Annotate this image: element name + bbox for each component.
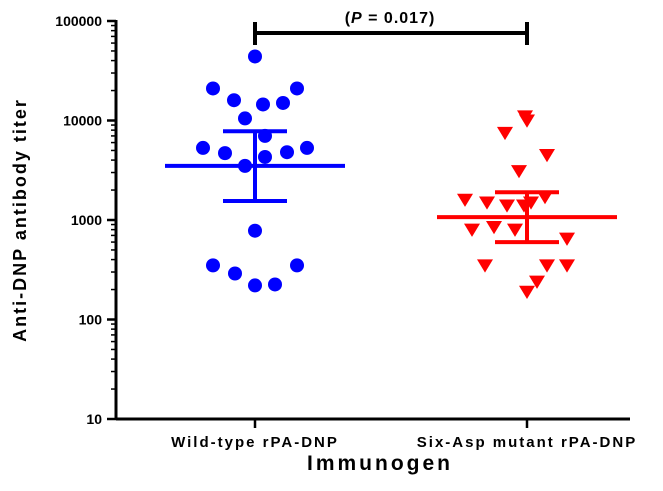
- error-bars: [165, 129, 617, 245]
- data-point: [539, 149, 555, 163]
- data-point: [486, 221, 502, 235]
- data-point: [519, 285, 535, 299]
- data-point: [539, 259, 555, 273]
- data-point: [497, 126, 513, 141]
- data-point: [228, 266, 242, 281]
- data-point: [227, 93, 241, 108]
- data-point: [256, 97, 270, 112]
- data-point: [276, 95, 290, 110]
- data-point: [238, 111, 252, 126]
- y-tick-label: 1000: [71, 212, 102, 228]
- data-point: [280, 145, 294, 160]
- data-point: [457, 193, 473, 207]
- data-point: [529, 275, 545, 289]
- data-point: [248, 223, 262, 238]
- y-tick-label: 100000: [55, 13, 102, 29]
- y-axis-title: Anti-DNP antibody titer: [10, 98, 30, 342]
- data-point: [290, 258, 304, 273]
- x-tick-label: Wild-type rPA-DNP: [171, 434, 339, 451]
- data-point: [258, 149, 272, 164]
- y-ticks: 10 100 1000 10000 100000: [55, 13, 116, 427]
- data-point: [300, 140, 314, 155]
- significance-annotation: (P = 0.017): [253, 10, 529, 45]
- data-point: [248, 49, 262, 64]
- data-point: [559, 232, 575, 246]
- significance-label: (P = 0.017): [345, 10, 436, 27]
- y-tick-label: 10: [86, 411, 102, 427]
- y-tick-label: 100: [79, 312, 103, 328]
- data-point: [290, 81, 304, 96]
- significance-p: P: [351, 10, 363, 27]
- data-point: [507, 223, 523, 237]
- significance-value: = 0.017): [363, 10, 436, 27]
- data-point: [196, 140, 210, 155]
- data-point: [559, 259, 575, 273]
- data-point: [206, 258, 220, 273]
- data-point: [248, 278, 262, 293]
- data-point: [479, 196, 495, 210]
- data-point: [537, 191, 553, 205]
- data-point: [218, 146, 232, 161]
- y-tick-label: 10000: [63, 113, 102, 129]
- x-ticks: Wild-type rPA-DNP Six-Asp mutant rPA-DNP: [171, 419, 637, 451]
- data-point: [477, 259, 493, 273]
- significance-open: (: [345, 10, 351, 27]
- data-point: [206, 81, 220, 96]
- data-point: [499, 199, 515, 213]
- data-point: [517, 110, 533, 124]
- data-points: [196, 49, 575, 299]
- x-axis-title: Immunogen: [307, 452, 453, 475]
- data-point: [511, 165, 527, 179]
- x-tick-label: Six-Asp mutant rPA-DNP: [417, 434, 637, 451]
- data-point: [268, 277, 282, 292]
- data-point: [464, 223, 480, 237]
